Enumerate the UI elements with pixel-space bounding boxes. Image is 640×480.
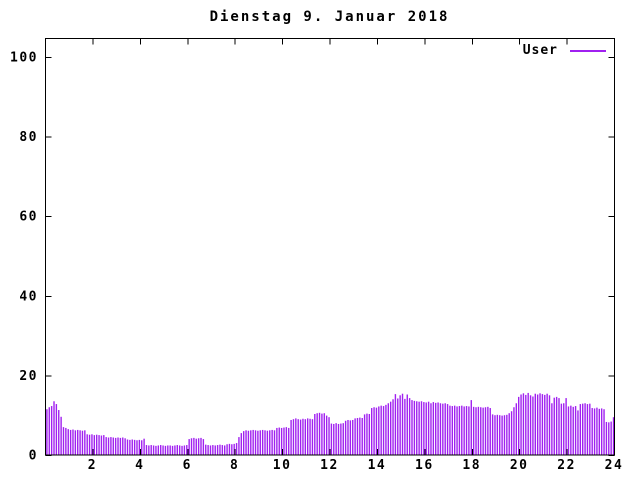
x-tick-label: 2: [88, 458, 97, 473]
x-tick-label: 6: [183, 458, 192, 473]
x-tick-label: 24: [605, 458, 624, 473]
x-tick-label: 12: [320, 458, 339, 473]
legend-line-sample: [570, 49, 606, 52]
x-tick-label: 20: [510, 458, 529, 473]
y-tick-label: 80: [19, 130, 38, 145]
x-tick-label: 4: [135, 458, 144, 473]
x-tick-label: 18: [462, 458, 481, 473]
x-tick-label: 14: [368, 458, 387, 473]
user-bars-series: [46, 392, 615, 455]
x-tick-label: 16: [415, 458, 434, 473]
y-tick-label: 40: [19, 289, 38, 304]
legend-label: User: [522, 43, 558, 58]
legend: User: [523, 43, 606, 58]
x-tick-label: 8: [230, 458, 239, 473]
plot-frame: [45, 38, 615, 456]
chart-title: Dienstag 9. Januar 2018: [209, 9, 450, 25]
y-tick-label: 0: [29, 449, 38, 464]
frame-border: [45, 38, 615, 456]
y-tick-label: 60: [19, 210, 38, 225]
x-tick-label: 10: [273, 458, 292, 473]
y-tick-label: 100: [10, 51, 38, 66]
x-tick-label: 22: [557, 458, 576, 473]
y-tick-label: 20: [19, 369, 38, 384]
